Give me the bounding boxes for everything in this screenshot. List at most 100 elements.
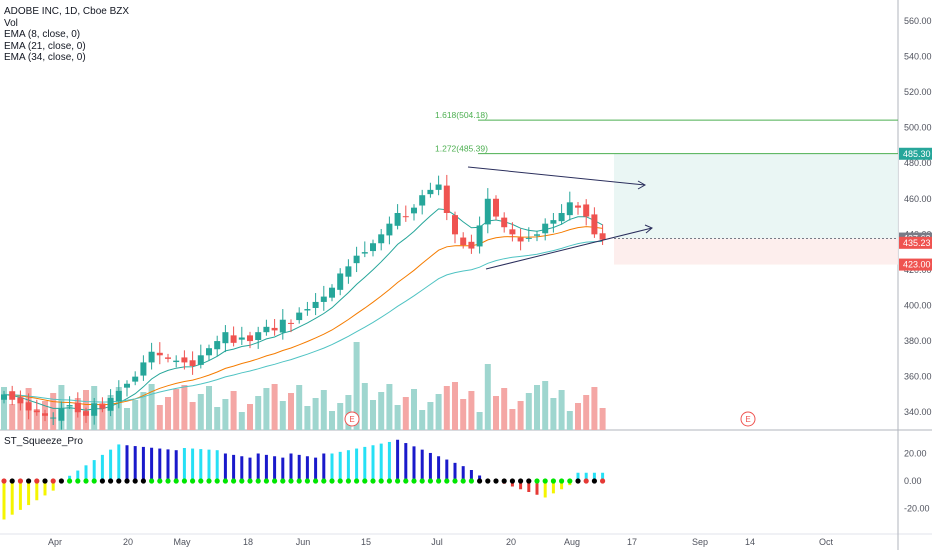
oscillator-bar xyxy=(199,449,203,481)
volume-bar xyxy=(411,389,417,430)
candle-body xyxy=(542,223,549,234)
volume-bar xyxy=(263,388,270,430)
candle-body xyxy=(501,217,508,228)
candle-body xyxy=(66,405,73,407)
squeeze-dot xyxy=(58,478,64,484)
squeeze-dot xyxy=(17,478,23,484)
oscillator-bar xyxy=(601,472,605,481)
oscillator-bar xyxy=(379,443,383,481)
oscillator-bar xyxy=(478,475,482,481)
oscillator-bar xyxy=(240,456,244,481)
time-axis-label: Aug xyxy=(564,537,580,547)
volume-bar xyxy=(599,408,606,430)
volume-bar xyxy=(476,412,483,430)
time-axis-label: 20 xyxy=(123,537,133,547)
squeeze-dot xyxy=(190,478,196,484)
squeeze-dot xyxy=(116,478,122,484)
time-axis-label: Sep xyxy=(692,537,708,547)
volume-bar xyxy=(312,398,319,430)
volume-legend[interactable]: Vol xyxy=(4,17,18,29)
squeeze-dot xyxy=(124,478,130,484)
candle-body xyxy=(304,309,311,311)
volume-bar xyxy=(173,389,180,430)
volume-bar xyxy=(165,397,171,430)
symbol-title[interactable]: ADOBE INC, 1D, Cboe BZX xyxy=(4,6,130,17)
volume-bar xyxy=(493,396,499,430)
oscillator-bar xyxy=(256,453,260,481)
ema-fast-legend[interactable]: EMA (8, close, 0) xyxy=(4,29,81,40)
candle-body xyxy=(361,252,368,254)
oscillator-bar xyxy=(592,472,596,481)
oscillator-bar xyxy=(428,452,432,481)
oscillator-bar xyxy=(51,481,55,491)
candle-body xyxy=(402,216,409,218)
candle-body xyxy=(263,326,270,333)
oscillator-bar xyxy=(76,470,80,481)
oscillator-bar xyxy=(281,457,285,481)
oscillator-bar xyxy=(84,465,88,481)
candle-body xyxy=(419,195,426,206)
squeeze-dot xyxy=(157,478,163,484)
oscillator-bar xyxy=(420,449,424,481)
volume-bar xyxy=(50,393,57,430)
price-axis-label: 540.00 xyxy=(904,51,932,61)
squeeze-dot xyxy=(231,478,237,484)
squeeze-dot xyxy=(518,478,524,484)
time-axis-label: May xyxy=(173,537,191,547)
ema-slow-legend[interactable]: EMA (34, close, 0) xyxy=(4,52,86,63)
candle-body xyxy=(443,185,450,213)
earnings-marker xyxy=(344,411,360,427)
candle-body xyxy=(288,322,294,324)
oscillator-bar xyxy=(43,481,47,496)
candle-body xyxy=(411,207,417,214)
oscillator-bar xyxy=(223,453,227,481)
oscillator-bar xyxy=(412,446,416,481)
candle-body xyxy=(599,233,606,240)
volume-bar xyxy=(214,407,221,430)
squeeze-dot xyxy=(411,478,417,484)
candle-body xyxy=(484,198,491,225)
candle-body xyxy=(99,404,106,409)
ema-mid-legend[interactable]: EMA (21, close, 0) xyxy=(4,40,86,52)
oscillator-bar xyxy=(215,450,219,481)
oscillator-bar xyxy=(305,456,309,481)
oscillator-bar xyxy=(363,446,367,481)
oscillator-bar xyxy=(297,454,301,481)
oscillator-bar xyxy=(232,454,236,481)
candle-body xyxy=(42,413,48,416)
squeeze-dot xyxy=(509,478,515,484)
candle-body xyxy=(107,397,114,411)
oscillator-bar xyxy=(560,481,564,490)
price-axis-label: 340.00 xyxy=(904,407,932,417)
volume-bar xyxy=(550,398,557,430)
oscillator-bar xyxy=(289,453,293,481)
squeeze-dot xyxy=(436,478,442,484)
candle-body xyxy=(74,402,81,413)
volume-bar xyxy=(238,412,245,430)
oscillator-bar xyxy=(371,445,375,481)
candle-body xyxy=(173,360,180,363)
candle-body xyxy=(353,255,360,264)
oscillator-bar xyxy=(437,456,441,481)
candle-body xyxy=(230,335,237,343)
price-tag xyxy=(899,258,932,271)
price-axis-label: 460.00 xyxy=(904,194,932,204)
squeeze-dot xyxy=(460,478,466,484)
volume-bar xyxy=(197,394,204,430)
squeeze-dot xyxy=(26,478,32,484)
squeeze-dot xyxy=(444,478,450,484)
oscillator-bar xyxy=(453,462,457,481)
volume-bar xyxy=(361,383,368,430)
volume-bar xyxy=(33,409,40,430)
candle-body xyxy=(378,234,385,244)
candle-body xyxy=(165,357,171,359)
volume-bar xyxy=(304,406,311,430)
candle-body xyxy=(222,332,229,344)
oscillator-legend[interactable]: ST_Squeeze_Pro xyxy=(4,436,83,447)
candle-body xyxy=(509,229,516,235)
volume-bar xyxy=(419,410,426,430)
squeeze-dot xyxy=(42,478,48,484)
squeeze-dot xyxy=(34,478,40,484)
